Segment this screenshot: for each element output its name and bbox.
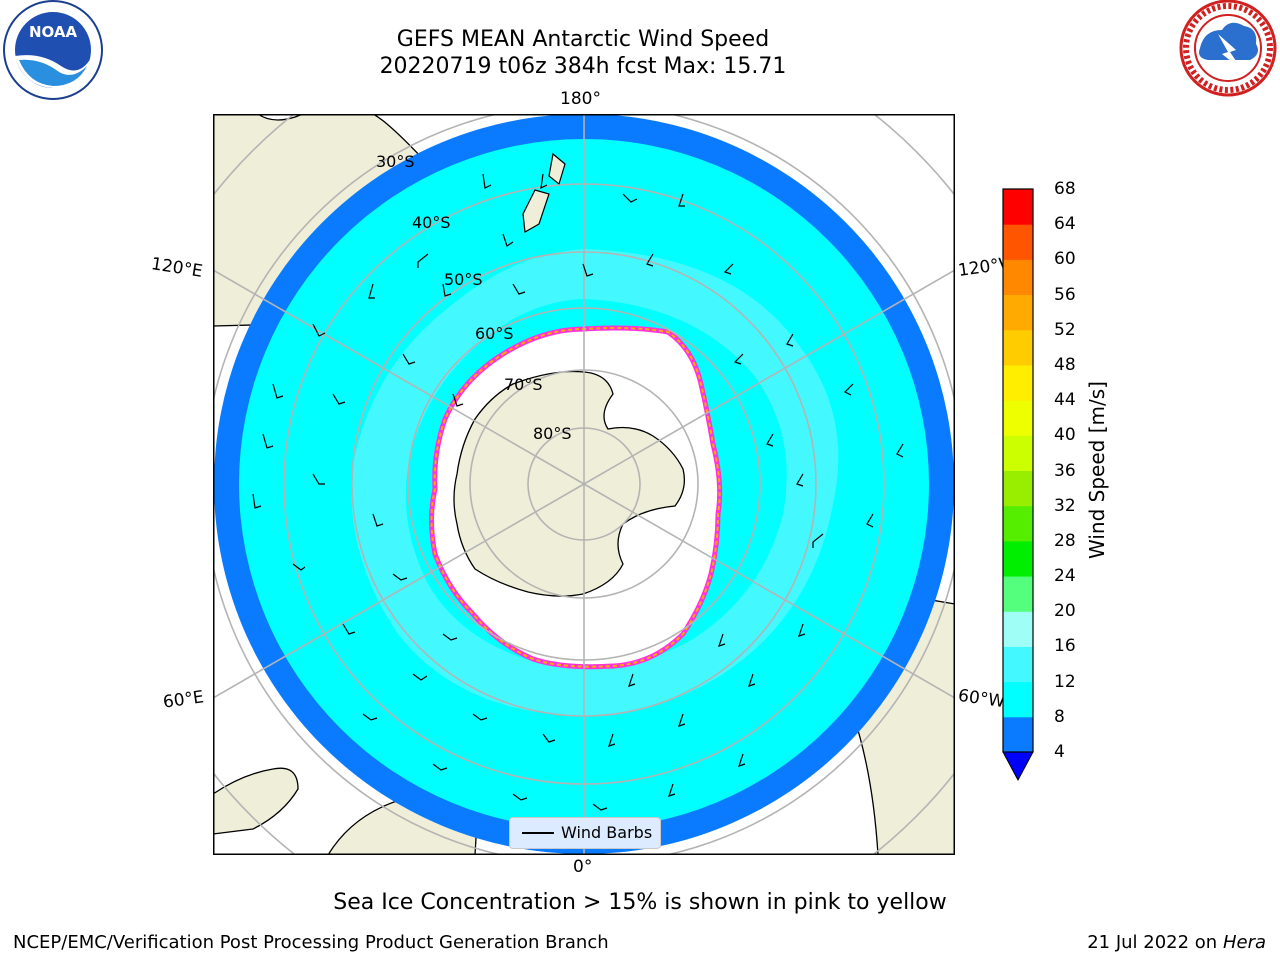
footer-date: 21 Jul 2022 on Hera: [1087, 932, 1266, 953]
colorbar-segment: [1003, 189, 1033, 225]
legend-label: Wind Barbs: [561, 823, 653, 842]
colorbar-segment: [1003, 716, 1033, 753]
colorbar-tick-label: 68: [1054, 179, 1076, 199]
colorbar-segment: [1003, 611, 1033, 647]
new-zealand-land: [522, 152, 566, 233]
madagascar-land: [213, 767, 299, 835]
colorbar-segment: [1003, 576, 1033, 612]
colorbar-title: Wind Speed [m/s]: [1085, 381, 1109, 559]
colorbar-tick-label: 32: [1054, 495, 1076, 516]
map-legend: Wind Barbs: [509, 817, 661, 849]
colorbar-segment: [1003, 364, 1033, 401]
lat-label-30s: 30°S: [376, 152, 415, 171]
footer-date-text: 21 Jul 2022 on: [1087, 932, 1223, 953]
colorbar-tick-label: 36: [1054, 460, 1076, 481]
colorbar-tick-label: 8: [1054, 706, 1065, 727]
colorbar-segment: [1003, 470, 1033, 507]
colorbar-segment: [1003, 400, 1033, 436]
colorbar-tick-label: 28: [1054, 530, 1076, 551]
lat-label-40s: 40°S: [412, 213, 451, 232]
colorbar-segment: [1003, 646, 1033, 683]
map-subtitle: 20220719 t06z 384h fcst Max: 15.71: [379, 54, 787, 79]
footer-host: Hera: [1222, 932, 1266, 953]
colorbar-segment: [1003, 540, 1033, 577]
colorbar-segment: [1003, 505, 1033, 542]
lon-label-120e: 120°E: [149, 254, 204, 282]
lat-label-60s: 60°S: [475, 324, 514, 343]
colorbar-tick-label: 24: [1054, 566, 1076, 587]
sea-ice-caption: Sea Ice Concentration > 15% is shown in …: [333, 890, 947, 915]
wind-barb-legend-icon: [522, 832, 554, 834]
lon-label-180: 180°: [560, 89, 601, 109]
lon-label-60e: 60°E: [161, 687, 206, 713]
noaa-logo-icon: NOAA: [3, 0, 103, 100]
lon-label-0: 0°: [573, 857, 593, 877]
nws-logo-icon: [1179, 0, 1277, 97]
colorbar-segment: [1003, 681, 1033, 718]
colorbar-segment: [1003, 435, 1033, 471]
colorbar-segment: [1003, 294, 1033, 331]
antarctica-land: [453, 370, 686, 597]
footer-credit: NCEP/EMC/Verification Post Processing Pr…: [13, 932, 609, 953]
polar-map: 30°S 40°S 50°S 60°S 70°S 80°S Wind Barbs: [213, 114, 955, 855]
colorbar-tick-label: 20: [1054, 601, 1076, 622]
lat-label-70s: 70°S: [504, 375, 543, 394]
colorbar-segment: [1003, 259, 1033, 296]
svg-text:NOAA: NOAA: [29, 23, 78, 41]
wind-barbs: [252, 173, 904, 811]
colorbar-tick-label: 44: [1054, 390, 1076, 411]
lat-label-80s: 80°S: [533, 424, 572, 443]
colorbar-tick-label: 48: [1054, 354, 1076, 375]
polar-map-canvas: [213, 114, 955, 855]
colorbar-under-arrow: [1002, 751, 1034, 782]
longitude-gridlines: [213, 114, 955, 855]
wind-speed-colorbar: [1002, 188, 1034, 782]
colorbar-tick-label: 4: [1054, 742, 1065, 762]
colorbar-segment: [1003, 224, 1033, 260]
sea-ice-edge-yellow: [430, 327, 721, 668]
lat-label-50s: 50°S: [444, 270, 483, 289]
colorbar-tick-label: 60: [1054, 249, 1076, 270]
colorbar-tick-label: 64: [1054, 214, 1076, 235]
map-title: GEFS MEAN Antarctic Wind Speed: [396, 27, 770, 52]
colorbar-tick-label: 12: [1054, 671, 1076, 692]
colorbar-tick-label: 56: [1054, 284, 1076, 305]
colorbar-tick-label: 52: [1054, 319, 1076, 340]
colorbar-tick-label: 40: [1054, 425, 1076, 446]
lon-label-60w: 60°W: [956, 685, 1007, 713]
colorbar-segment: [1003, 329, 1033, 366]
colorbar-tick-label: 16: [1054, 636, 1076, 657]
